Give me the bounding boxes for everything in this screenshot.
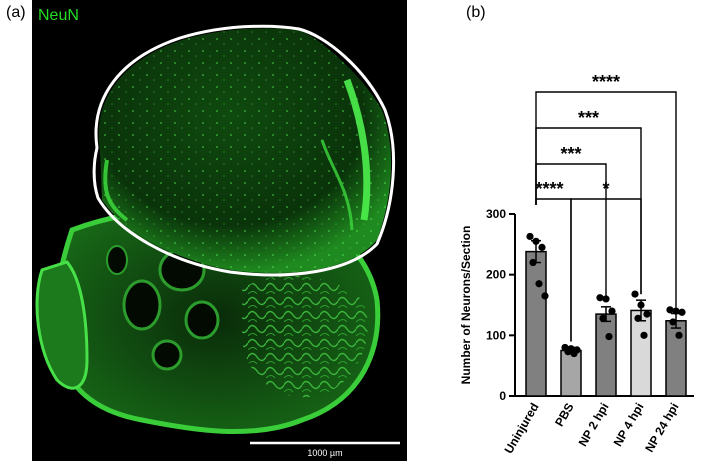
- data-point: [678, 308, 686, 316]
- data-point: [535, 280, 543, 288]
- bar: [595, 313, 617, 397]
- scale-bar-label: 1000 µm: [307, 448, 342, 458]
- data-point: [564, 348, 572, 356]
- significance-label: ***: [560, 144, 581, 164]
- y-tick-label: 0: [499, 389, 506, 403]
- data-point: [675, 331, 683, 339]
- data-point: [672, 307, 680, 315]
- category-label: PBS: [552, 401, 576, 429]
- region-outline: [92, 24, 396, 277]
- y-tick-label: 100: [486, 328, 506, 342]
- significance-label: *: [602, 179, 609, 199]
- stain-label: NeuN: [38, 7, 79, 24]
- data-point: [541, 292, 549, 300]
- mesh-tissue: [242, 276, 368, 398]
- data-point: [640, 331, 648, 339]
- data-point: [643, 310, 651, 318]
- significance-label: ****: [535, 179, 563, 199]
- bar: [665, 320, 687, 397]
- spinal-cord-section-micrograph: NeuN 1000 µm: [32, 0, 407, 461]
- data-point: [599, 314, 607, 322]
- data-point: [596, 294, 604, 302]
- data-point: [532, 237, 540, 245]
- data-point: [529, 258, 537, 267]
- category-label: Uninjured: [501, 401, 541, 456]
- significance-label: ****: [592, 72, 620, 92]
- bar: [560, 349, 582, 397]
- panel-b-label: (b): [466, 4, 486, 21]
- panel-a-label: (a): [6, 4, 26, 21]
- data-point: [570, 349, 578, 358]
- y-tick-label: 300: [486, 207, 506, 221]
- y-tick-label: 200: [486, 268, 506, 282]
- significance-bracket: [535, 127, 642, 295]
- data-point: [666, 306, 674, 314]
- data-point: [669, 318, 677, 326]
- data-point: [637, 301, 645, 309]
- category-label: NP 2 hpi: [576, 401, 612, 449]
- y-axis-label: Number of Neurons/Section: [459, 226, 473, 385]
- data-point: [605, 332, 613, 341]
- data-point: [634, 314, 642, 322]
- data-point: [631, 290, 639, 298]
- significance-bracket: [535, 163, 607, 301]
- category-label: NP 24 hpi: [642, 401, 681, 455]
- bar: [630, 309, 652, 397]
- data-point: [538, 243, 546, 251]
- significance-bracket: [570, 198, 642, 342]
- data-point: [526, 232, 534, 241]
- significance-label: ***: [578, 108, 599, 128]
- data-point: [608, 307, 616, 315]
- category-label: NP 4 hpi: [611, 401, 647, 449]
- bar: [525, 250, 547, 397]
